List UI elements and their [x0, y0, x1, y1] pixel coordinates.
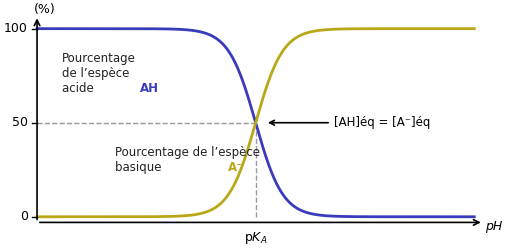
- Text: acide: acide: [62, 82, 97, 95]
- Text: p$K_A$: p$K_A$: [243, 230, 267, 246]
- Text: de l’espèce: de l’espèce: [62, 67, 129, 80]
- Text: Pourcentage: Pourcentage: [62, 52, 136, 65]
- Text: 100: 100: [4, 22, 28, 35]
- Text: pH: pH: [484, 220, 501, 233]
- Text: A⁻: A⁻: [227, 161, 242, 174]
- Text: 0: 0: [20, 210, 28, 223]
- Text: AH: AH: [140, 82, 159, 95]
- Text: 50: 50: [12, 116, 28, 129]
- Text: Pourcentage de l’espèce: Pourcentage de l’espèce: [115, 146, 260, 159]
- Text: (%): (%): [34, 3, 56, 16]
- Text: [AH]éq = [A⁻]éq: [AH]éq = [A⁻]éq: [269, 116, 429, 129]
- Text: basique: basique: [115, 161, 165, 174]
